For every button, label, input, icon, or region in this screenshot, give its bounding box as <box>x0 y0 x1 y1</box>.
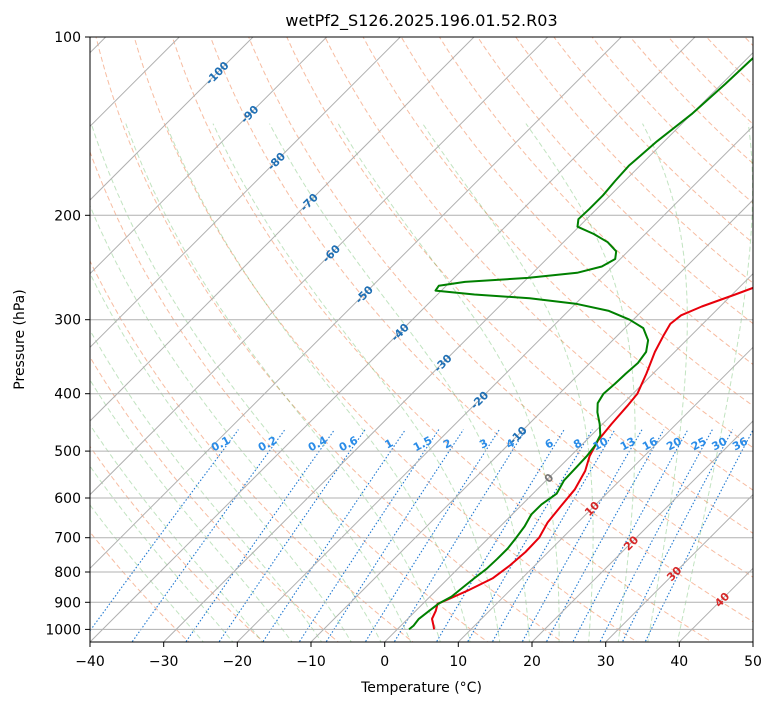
y-tick-label: 700 <box>54 531 81 547</box>
isotherm-gridline <box>90 37 549 496</box>
dry-adiabat <box>171 37 713 642</box>
mixing-ratio-line <box>364 429 500 642</box>
mixing-ratio-label: 25 <box>689 435 709 454</box>
x-tick-label: 0 <box>380 654 389 670</box>
plot-frame <box>89 36 754 643</box>
moist-adiabat <box>90 465 234 642</box>
isotherm-gridline <box>90 37 623 570</box>
y-axis-label: Pressure (hPa) <box>12 289 28 389</box>
mixing-ratio-line <box>131 429 286 642</box>
mixing-ratio-line <box>435 429 565 642</box>
mixing-ratio-line <box>545 429 665 642</box>
isotherm-gridline <box>90 37 254 201</box>
mixing-ratio-label: 30 <box>710 435 730 454</box>
x-tick-label: −40 <box>75 654 105 670</box>
isotherm-gridline <box>457 346 753 642</box>
y-axis-ticks: 1000 900 800 700 600 500 400 300 200 100 <box>45 30 90 638</box>
mixing-ratio-line <box>599 429 713 642</box>
mixing-ratio-line <box>90 429 239 632</box>
mixing-ratio-line <box>572 429 689 642</box>
mixing-ratio-line <box>298 429 440 642</box>
mixing-ratio-line <box>644 429 753 642</box>
mixing-ratio-label: 10 <box>591 435 611 454</box>
x-tick-label: −30 <box>149 654 179 670</box>
mixing-ratio-line <box>262 429 406 642</box>
mixing-ratio-line <box>521 429 643 642</box>
isotherm-gridline <box>162 51 753 642</box>
moist-adiabat <box>90 423 264 642</box>
isotherm-gridline <box>604 493 753 642</box>
mixing-ratio-line <box>491 429 616 642</box>
moist-adiabat <box>676 123 753 642</box>
mixing-ratio-label: 13 <box>618 435 638 454</box>
isotherm-gridline <box>310 199 753 642</box>
x-tick-label: 10 <box>449 654 467 670</box>
mixing-ratio-line <box>621 429 734 642</box>
isotherm-gridline <box>236 125 753 642</box>
isobar-grid <box>90 37 753 630</box>
mixing-ratio-line <box>185 429 335 642</box>
temperature-profile-line <box>431 286 753 630</box>
sounding-profiles <box>408 56 753 631</box>
y-tick-label: 300 <box>54 313 81 329</box>
mixing-ratio-lines <box>90 429 753 642</box>
x-axis-ticks: −40 −30 −20 −10 0 10 20 30 40 50 <box>75 642 762 670</box>
plot-area: -100-90-80-70-60-50-40-30-20-10010203040… <box>90 37 753 642</box>
mixing-ratio-labels: 0.1 0.2 0.4 0.6 1 1.5 2 3 4 6 8 10 13 16 20 25 30 36 <box>209 434 750 455</box>
y-tick-label: 1000 <box>45 622 81 638</box>
dry-adiabat <box>286 37 753 534</box>
dry-adiabat <box>248 37 753 578</box>
dewpoint-profile-line <box>408 56 753 631</box>
y-tick-label: 200 <box>54 208 81 224</box>
y-tick-label: 900 <box>54 595 81 611</box>
y-tick-label: 600 <box>54 491 81 507</box>
mixing-ratio-line <box>325 429 464 642</box>
mixing-ratio-line <box>393 429 527 642</box>
isotherm-gridline <box>531 420 753 642</box>
x-tick-label: −10 <box>296 654 326 670</box>
moist-adiabat <box>269 123 530 642</box>
dry-adiabat <box>362 37 753 449</box>
isotherm-gridline <box>383 272 753 642</box>
isotherm-gridline <box>90 37 328 275</box>
x-tick-label: 30 <box>597 654 615 670</box>
isotherm-gridline <box>90 37 402 349</box>
y-tick-label: 800 <box>54 565 81 581</box>
chart-title: wetPf2_S126.2025.196.01.52.R03 <box>285 11 557 31</box>
dry-adiabat <box>90 150 489 642</box>
x-axis-label: Temperature (°C) <box>360 680 482 696</box>
moist-adiabat <box>90 378 293 642</box>
mixing-ratio-label: 20 <box>664 435 684 454</box>
x-tick-label: −20 <box>223 654 253 670</box>
y-tick-label: 100 <box>54 30 81 46</box>
y-tick-label: 400 <box>54 387 81 403</box>
mixing-ratio-label: 16 <box>640 435 660 454</box>
moist-adiabat <box>165 123 471 642</box>
moist-adiabat <box>90 272 352 642</box>
dry-adiabat <box>324 37 753 491</box>
x-tick-label: 20 <box>523 654 541 670</box>
isotherm-gridline <box>90 37 696 642</box>
isotherm-gridline <box>90 37 475 422</box>
moist-adiabat <box>125 123 441 642</box>
isotherm-grid <box>90 37 753 642</box>
dry-adiabat <box>438 37 753 366</box>
x-tick-label: 40 <box>670 654 688 670</box>
mixing-ratio-label: 36 <box>730 435 750 454</box>
y-tick-label: 500 <box>54 444 81 460</box>
x-tick-label: 50 <box>744 654 762 670</box>
